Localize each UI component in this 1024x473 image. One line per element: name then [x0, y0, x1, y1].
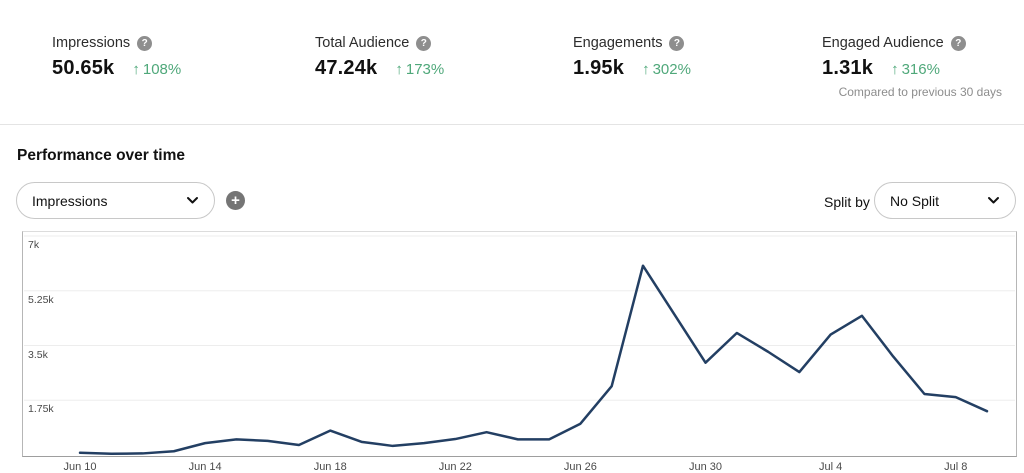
add-metric-button[interactable]: +: [226, 191, 245, 210]
metric-value: 1.95k: [573, 57, 625, 79]
y-tick-label: 5.25k: [28, 293, 54, 306]
split-select-dropdown[interactable]: No Split: [874, 182, 1016, 219]
metric-label: Total Audience: [315, 35, 410, 51]
metric-card-engaged-audience: Engaged Audience ? 1.31k ↑ 316%: [822, 33, 966, 80]
metric-card-engagements: Engagements ? 1.95k ↑ 302%: [573, 33, 691, 80]
chevron-down-icon: [988, 197, 999, 204]
metric-label: Impressions: [52, 35, 131, 51]
comparison-period-note: Compared to previous 30 days: [838, 85, 1002, 99]
impressions-series-line: [78, 264, 989, 455]
metric-value: 50.65k: [52, 57, 115, 79]
help-icon[interactable]: ?: [669, 35, 685, 51]
y-tick-label: 3.5k: [28, 348, 48, 361]
metric-card-total-audience: Total Audience ? 47.24k ↑ 173%: [315, 33, 444, 80]
metric-delta: ↑ 316%: [891, 61, 940, 78]
up-arrow-icon: ↑: [395, 61, 403, 78]
up-arrow-icon: ↑: [891, 61, 899, 78]
x-tick-label: Jun 18: [313, 461, 347, 473]
section-divider: [0, 124, 1024, 125]
metric-value: 47.24k: [315, 57, 378, 79]
metric-delta: ↑ 108%: [132, 61, 182, 78]
section-title: Performance over time: [17, 147, 185, 164]
x-tick-label: Jun 14: [188, 461, 222, 473]
metric-value: 1.31k: [822, 57, 874, 79]
metric-select-value: Impressions: [32, 192, 108, 209]
metric-label: Engagements: [573, 35, 663, 51]
x-tick-label: Jul 8: [944, 461, 968, 473]
metric-label: Engaged Audience: [822, 35, 944, 51]
metric-delta: ↑ 173%: [395, 61, 445, 78]
help-icon[interactable]: ?: [137, 35, 153, 51]
y-tick-label: 7k: [28, 239, 40, 251]
metric-delta: ↑ 302%: [642, 61, 691, 78]
split-select-value: No Split: [890, 192, 940, 209]
performance-line-chart: 7k 5.25k 3.5k 1.75k: [22, 231, 1017, 457]
help-icon[interactable]: ?: [416, 35, 432, 51]
up-arrow-icon: ↑: [642, 61, 650, 78]
help-icon[interactable]: ?: [950, 35, 966, 51]
x-tick-label: Jun 30: [689, 461, 723, 473]
x-tick-label: Jun 26: [563, 461, 597, 473]
split-by-label: Split by: [824, 194, 870, 210]
metric-card-impressions: Impressions ? 50.65k ↑ 108%: [52, 33, 181, 80]
x-tick-label: Jun 22: [438, 461, 472, 473]
line-chart-canvas: [24, 235, 1015, 455]
x-tick-label: Jun 10: [63, 461, 97, 473]
chevron-down-icon: [187, 197, 198, 204]
y-tick-label: 1.75k: [28, 403, 54, 416]
up-arrow-icon: ↑: [132, 61, 140, 78]
metric-select-dropdown[interactable]: Impressions: [16, 182, 215, 219]
x-tick-label: Jul 4: [818, 461, 843, 473]
